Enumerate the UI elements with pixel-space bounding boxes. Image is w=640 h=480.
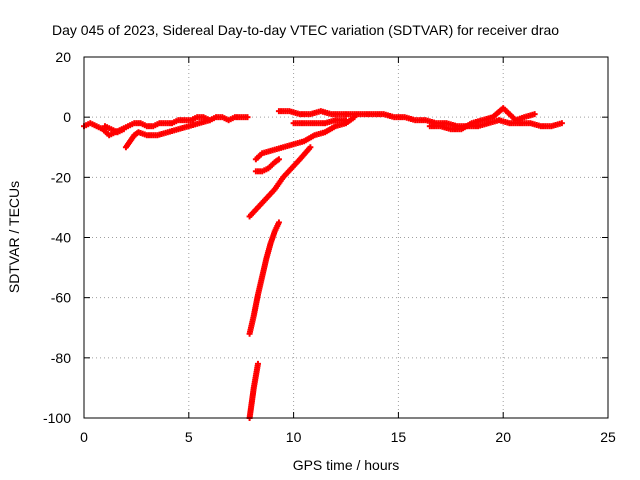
y-tick-label: 0 [63, 109, 71, 125]
y-tick-label: -20 [51, 169, 71, 185]
series-5 [290, 117, 349, 127]
data-point [254, 360, 261, 367]
y-tick-labels: 20 0 -20 -40 -60 -80 -100 [43, 49, 71, 426]
data-point [275, 219, 282, 226]
data-points [81, 105, 565, 421]
y-tick-label: -60 [51, 290, 71, 306]
y-tick-label: 20 [55, 49, 71, 65]
series-7 [252, 156, 282, 175]
data-point [275, 156, 282, 163]
series-4 [426, 105, 538, 133]
y-axis-label: SDTVAR / TECUs [6, 181, 22, 293]
x-tick-label: 10 [286, 429, 302, 445]
x-tick-label: 0 [80, 429, 88, 445]
data-point [531, 111, 538, 118]
data-point [351, 114, 358, 121]
data-point [244, 114, 251, 121]
x-tick-labels: 0 5 10 15 20 25 [80, 429, 616, 445]
x-tick-label: 5 [185, 429, 193, 445]
data-point [206, 117, 213, 124]
y-tick-label: -100 [43, 410, 71, 426]
series-0 [81, 114, 251, 139]
series-9 [246, 219, 282, 337]
data-point [120, 126, 127, 133]
data-point [558, 120, 565, 127]
y-tick-label: -80 [51, 350, 71, 366]
series-2 [122, 117, 213, 151]
x-tick-label: 25 [600, 429, 616, 445]
series-10 [246, 360, 261, 421]
x-tick-label: 15 [391, 429, 407, 445]
series-6 [252, 114, 358, 163]
x-tick-label: 20 [495, 429, 511, 445]
series-1 [101, 123, 127, 136]
x-axis-label: GPS time / hours [293, 457, 400, 473]
y-tick-label: -40 [51, 230, 71, 246]
chart-title: Day 045 of 2023, Sidereal Day-to-day VTE… [52, 22, 559, 38]
series-8 [246, 144, 314, 220]
data-point [307, 144, 314, 151]
series-3 [275, 108, 565, 130]
plot-frame [83, 56, 609, 419]
